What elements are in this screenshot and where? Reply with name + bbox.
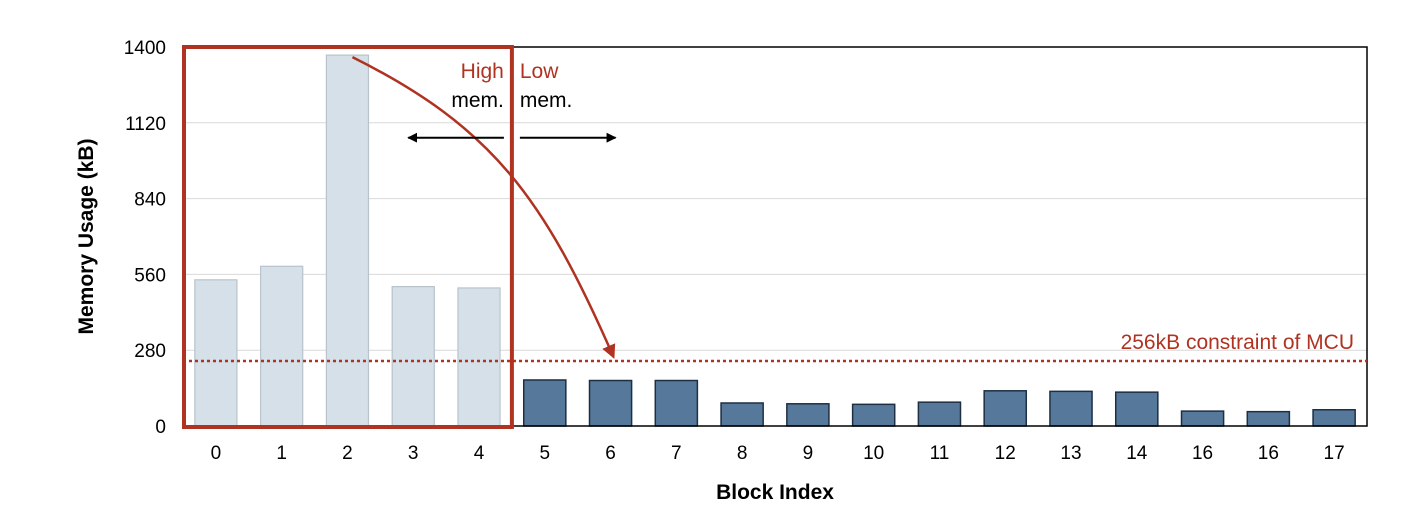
- y-axis-ticks: 0 280 560 840 1120 1400: [124, 38, 166, 438]
- x-tick-label: 12: [995, 443, 1016, 464]
- bar-block-8: [720, 402, 764, 427]
- x-tick-label: 4: [474, 443, 485, 464]
- x-tick-label: 8: [737, 443, 748, 464]
- y-tick-label: 560: [134, 265, 166, 286]
- bars: [194, 54, 1356, 427]
- x-tick-label: 5: [539, 443, 550, 464]
- high-label: High: [461, 60, 504, 83]
- bar-block-14: [1114, 391, 1159, 427]
- y-tick-label: 840: [134, 190, 166, 211]
- trend-arrow: [351, 56, 616, 359]
- x-tick-label: 11: [930, 443, 950, 464]
- y-tick-label: 1120: [125, 114, 166, 135]
- y-tick-label: 1400: [124, 38, 166, 59]
- y-tick-label: 0: [155, 417, 166, 438]
- x-tick-label: 17: [1324, 443, 1345, 464]
- x-axis-title: Block Index: [716, 481, 834, 504]
- bar-block-0: [194, 279, 238, 427]
- x-tick-label: 1: [276, 443, 287, 464]
- bar-block-4: [457, 287, 501, 427]
- y-axis-title: Memory Usage (kB): [75, 138, 98, 334]
- x-tick-label: 13: [1060, 443, 1081, 464]
- constraint-label: 256kB constraint of MCU: [1121, 331, 1354, 354]
- x-tick-label: 2: [342, 443, 353, 464]
- x-tick-label: 6: [605, 443, 616, 464]
- y-tick-label: 280: [134, 341, 166, 362]
- bar-block-10: [851, 403, 896, 427]
- x-tick-label: 16: [1258, 443, 1279, 464]
- low-mem-label: mem.: [520, 89, 573, 112]
- bar-block-16: [1246, 410, 1291, 427]
- bar-block-13: [1049, 390, 1093, 427]
- high-mem-label: mem.: [451, 89, 504, 112]
- bar-block-15: [1180, 410, 1225, 427]
- x-tick-label: 16: [1192, 443, 1213, 464]
- x-tick-label: 0: [211, 443, 222, 464]
- x-tick-label: 14: [1126, 443, 1148, 464]
- bar-block-1: [260, 265, 304, 427]
- x-tick-label: 10: [863, 443, 884, 464]
- low-label: Low: [520, 60, 559, 83]
- bar-block-2: [325, 54, 370, 427]
- bar-block-6: [588, 379, 633, 427]
- bar-block-3: [391, 285, 435, 427]
- bar-block-7: [654, 379, 699, 427]
- x-tick-label: 7: [671, 443, 682, 464]
- bar-block-17: [1312, 409, 1356, 427]
- x-tick-label: 9: [803, 443, 814, 464]
- bar-block-11: [917, 401, 962, 427]
- bar-block-5: [522, 379, 567, 427]
- x-tick-label: 3: [408, 443, 419, 464]
- x-axis-ticks: 0 1 2 3 4 5 6 7 8 9 10 11 12 13 14 16 16 17: [211, 443, 1345, 464]
- bar-block-12: [983, 390, 1028, 427]
- bar-block-9: [786, 403, 830, 427]
- high-mem-region: [182, 45, 514, 429]
